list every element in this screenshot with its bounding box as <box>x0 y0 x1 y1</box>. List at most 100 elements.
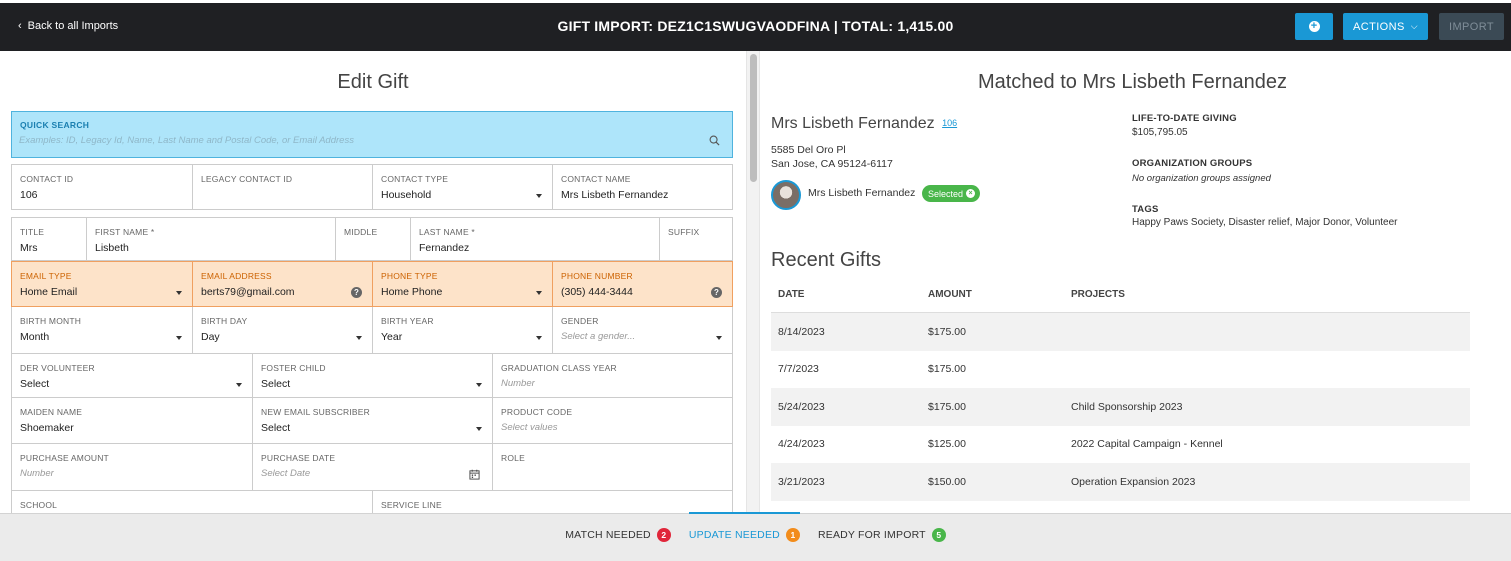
remove-selection-icon[interactable]: × <box>966 189 976 198</box>
calendar-icon[interactable] <box>469 469 480 480</box>
contact-info-row: EMAIL TYPE Home Email EMAIL ADDRESS bert… <box>11 261 733 307</box>
scrollbar-thumb[interactable] <box>750 54 757 182</box>
birth-year-select[interactable]: BIRTH YEAR Year <box>373 307 553 354</box>
legacy-contact-id-field[interactable]: LEGACY CONTACT ID <box>193 165 373 210</box>
new-email-subscriber-select[interactable]: NEW EMAIL SUBSCRIBER Select <box>253 398 493 444</box>
caret-down-icon <box>476 427 482 431</box>
table-row: 8/14/2023 $175.00 <box>771 313 1470 351</box>
chevron-left-icon: ‹ <box>18 20 22 32</box>
purchase-amount-field[interactable]: PURCHASE AMOUNT Number <box>12 444 253 491</box>
caret-down-icon <box>176 291 182 295</box>
recent-gifts-title: Recent Gifts <box>771 249 882 271</box>
table-row: 5/24/2023 $175.00 Child Sponsorship 2023 <box>771 388 1470 426</box>
contact-id-field[interactable]: CONTACT ID 106 <box>12 165 193 210</box>
custom-row-4: SCHOOL SERVICE LINE <box>11 491 733 513</box>
help-icon[interactable]: ? <box>711 287 722 298</box>
count-badge: 2 <box>656 528 671 542</box>
birth-row: BIRTH MONTH Month BIRTH DAY Day BIRTH YE… <box>11 307 733 354</box>
add-button[interactable]: + <box>1295 13 1333 40</box>
avatar-name: Mrs Lisbeth Fernandez <box>808 187 916 199</box>
org-groups-value: No organization groups assigned <box>1132 173 1271 184</box>
tab-match-needed[interactable]: MATCH NEEDED 2 <box>565 528 671 542</box>
der-volunteer-select[interactable]: DER VOLUNTEER Select <box>12 354 253 398</box>
plus-icon: + <box>1308 21 1320 32</box>
back-label: Back to all Imports <box>27 20 119 32</box>
service-line-field[interactable]: SERVICE LINE <box>373 491 733 513</box>
contact-row: CONTACT ID 106 LEGACY CONTACT ID CONTACT… <box>11 164 733 210</box>
role-field[interactable]: ROLE <box>493 444 733 491</box>
avatar <box>771 180 801 210</box>
status-footer: MATCH NEEDED 2 UPDATE NEEDED 1 READY FOR… <box>0 512 1511 561</box>
email-type-select[interactable]: EMAIL TYPE Home Email <box>12 262 193 307</box>
status-tabs: MATCH NEEDED 2 UPDATE NEEDED 1 READY FOR… <box>0 512 1511 542</box>
match-title: Matched to Mrs Lisbeth Fernandez <box>977 71 1288 93</box>
purchase-date-field[interactable]: PURCHASE DATE Select Date <box>253 444 493 491</box>
caret-down-icon <box>176 336 182 340</box>
quick-search-box: QUICK SEARCH <box>11 111 733 158</box>
edit-gift-title: Edit Gift <box>337 71 409 93</box>
table-row: 7/7/2023 $175.00 <box>778 363 966 376</box>
tags-label: TAGS <box>1132 204 1159 215</box>
edit-gift-panel: Edit Gift QUICK SEARCH CONTACT ID 106 LE… <box>0 51 746 513</box>
ltd-giving-label: LIFE-TO-DATE GIVING <box>1132 113 1237 124</box>
birth-day-select[interactable]: BIRTH DAY Day <box>193 307 373 354</box>
maiden-name-field[interactable]: MAIDEN NAME Shoemaker <box>12 398 253 444</box>
tags-value: Happy Paws Society, Disaster relief, Maj… <box>1132 217 1398 228</box>
caret-down-icon <box>536 194 542 198</box>
caret-down-icon <box>236 383 242 387</box>
graduation-class-year-field[interactable]: GRADUATION CLASS YEAR Number <box>493 354 733 398</box>
name-row: TITLE Mrs FIRST NAME * Lisbeth MIDDLE LA… <box>11 217 733 261</box>
contact-type-select[interactable]: CONTACT TYPE Household <box>373 165 553 210</box>
caret-down-icon <box>536 336 542 340</box>
import-button[interactable]: IMPORT <box>1439 13 1504 40</box>
gender-select[interactable]: GENDER Select a gender... <box>553 307 733 354</box>
tab-update-needed[interactable]: UPDATE NEEDED 1 <box>688 512 801 542</box>
caret-down-icon <box>536 291 542 295</box>
custom-row-2: MAIDEN NAME Shoemaker NEW EMAIL SUBSCRIB… <box>11 398 733 444</box>
back-to-imports-link[interactable]: ‹ Back to all Imports <box>18 20 118 32</box>
top-bar: ‹ Back to all Imports GIFT IMPORT: DEZ1C… <box>0 0 1511 51</box>
ltd-giving-value: $105,795.05 <box>1132 127 1188 138</box>
tab-ready-for-import[interactable]: READY FOR IMPORT 5 <box>818 528 946 542</box>
search-icon[interactable] <box>709 135 720 146</box>
org-groups-label: ORGANIZATION GROUPS <box>1132 158 1253 169</box>
quick-search-input[interactable] <box>19 132 699 148</box>
school-field[interactable]: SCHOOL <box>12 491 373 513</box>
table-header: DATE AMOUNT PROJECTS <box>771 277 1470 313</box>
help-icon[interactable]: ? <box>351 287 362 298</box>
contact-name-field[interactable]: CONTACT NAME Mrs Lisbeth Fernandez <box>553 165 733 210</box>
suffix-field[interactable]: SUFFIX <box>660 218 733 261</box>
email-address-field[interactable]: EMAIL ADDRESS berts79@gmail.com ? <box>193 262 373 307</box>
caret-down-icon <box>716 336 722 340</box>
product-code-select[interactable]: PRODUCT CODE Select values <box>493 398 733 444</box>
table-body: 8/14/2023 $175.00 7/7/2023 $175.00 5/24/… <box>771 313 1470 501</box>
actions-label: ACTIONS <box>1353 20 1405 33</box>
edit-panel-scrollbar[interactable] <box>746 51 760 513</box>
custom-row-1: DER VOLUNTEER Select FOSTER CHILD Select… <box>11 354 733 398</box>
foster-child-select[interactable]: FOSTER CHILD Select <box>253 354 493 398</box>
first-name-field[interactable]: FIRST NAME * Lisbeth <box>87 218 336 261</box>
phone-number-field[interactable]: PHONE NUMBER (305) 444-3444 ? <box>553 262 733 307</box>
matched-contact-name: Mrs Lisbeth Fernandez 106 <box>771 115 958 132</box>
selected-badge[interactable]: Selected × <box>922 185 981 202</box>
custom-row-3: PURCHASE AMOUNT Number PURCHASE DATE Sel… <box>11 444 733 491</box>
recent-gifts-table: DATE AMOUNT PROJECTS 8/14/2023 $175.00 7… <box>771 277 1470 501</box>
table-row: 4/24/2023 $125.00 2022 Capital Campaign … <box>778 438 1223 451</box>
last-name-field[interactable]: LAST NAME * Fernandez <box>411 218 660 261</box>
title-field[interactable]: TITLE Mrs <box>12 218 87 261</box>
match-panel: Matched to Mrs Lisbeth Fernandez Mrs Lis… <box>760 51 1511 513</box>
page-title: GIFT IMPORT: DEZ1C1SWUGVAODFINA | TOTAL:… <box>557 18 954 34</box>
middle-name-field[interactable]: MIDDLE <box>336 218 411 261</box>
caret-down-icon <box>476 383 482 387</box>
chevron-down-icon: ⌵ <box>1410 21 1418 31</box>
count-badge: 5 <box>931 528 946 542</box>
contact-address: 5585 Del Oro Pl San Jose, CA 95124-6117 <box>771 144 893 170</box>
contact-id-link[interactable]: 106 <box>942 118 958 128</box>
phone-type-select[interactable]: PHONE TYPE Home Phone <box>373 262 553 307</box>
caret-down-icon <box>356 336 362 340</box>
import-label: IMPORT <box>1449 20 1494 33</box>
quick-search-label: QUICK SEARCH <box>20 120 90 130</box>
actions-button[interactable]: ACTIONS ⌵ <box>1343 13 1428 40</box>
birth-month-select[interactable]: BIRTH MONTH Month <box>12 307 193 354</box>
count-badge: 1 <box>785 528 800 542</box>
